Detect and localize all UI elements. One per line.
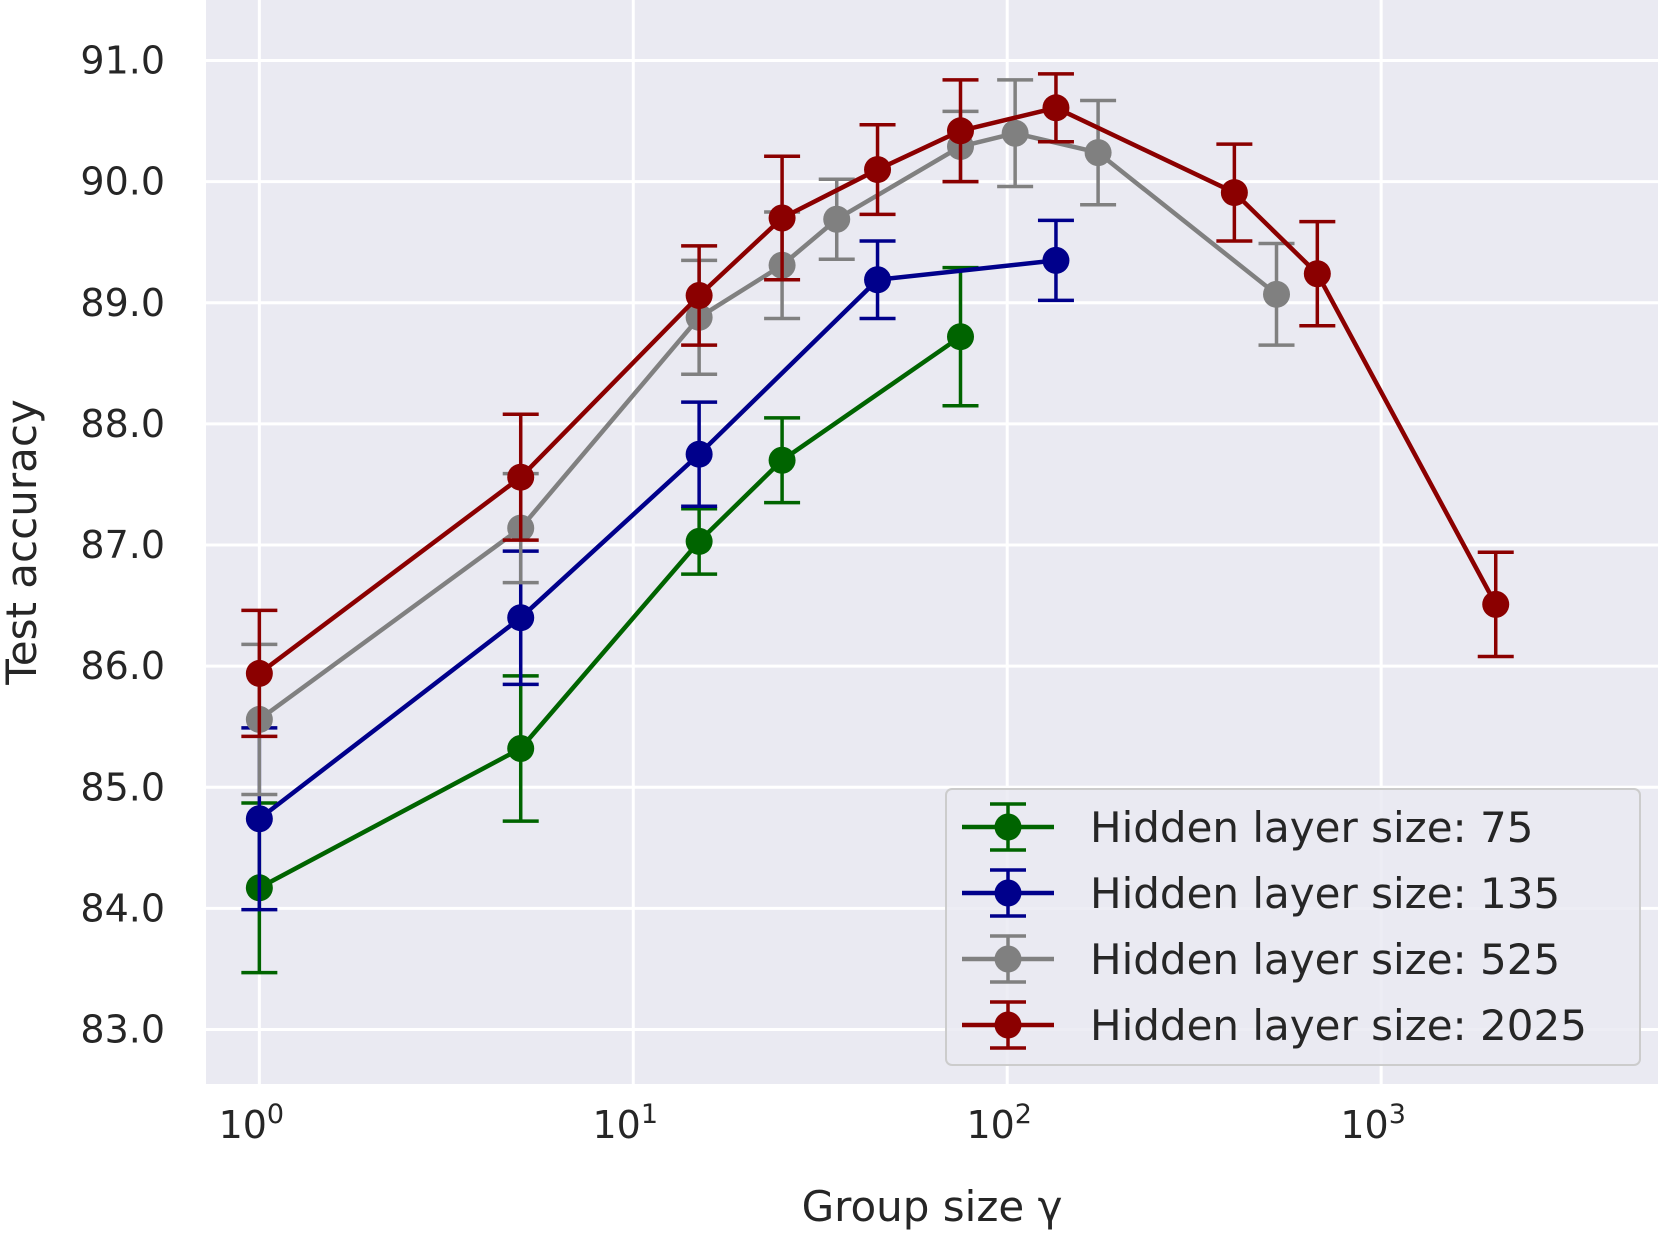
data-point xyxy=(946,323,974,351)
y-tick-label: 86.0 xyxy=(80,644,165,688)
legend-label: Hidden layer size: 2025 xyxy=(1090,1001,1587,1050)
x-tick-label: 101 xyxy=(593,1099,659,1147)
legend-marker xyxy=(994,879,1022,907)
data-point xyxy=(1001,119,1029,147)
legend-label: Hidden layer size: 525 xyxy=(1090,935,1560,984)
legend: Hidden layer size: 75 Hidden layer size: … xyxy=(945,788,1641,1066)
y-tick-label: 91.0 xyxy=(80,39,165,83)
x-tick-labels: 100 101 102 103 xyxy=(219,1099,1406,1147)
y-tick-labels: 83.0 84.0 85.0 86.0 87.0 88.0 89.0 90.0 91.0 xyxy=(80,39,165,1052)
data-point xyxy=(946,117,974,145)
data-point xyxy=(507,604,535,632)
series-2025 xyxy=(241,72,1514,739)
data-point xyxy=(1220,179,1248,207)
y-tick-label: 88.0 xyxy=(80,402,165,446)
data-point xyxy=(1303,260,1331,288)
legend-label: Hidden layer size: 135 xyxy=(1090,869,1560,918)
x-tick-label: 100 xyxy=(219,1099,285,1147)
y-tick-label: 87.0 xyxy=(80,523,165,567)
data-point xyxy=(1263,280,1291,308)
data-point xyxy=(685,282,713,310)
x-axis-label: Group size γ xyxy=(802,1182,1063,1231)
series-layer xyxy=(241,72,1514,975)
data-point xyxy=(823,205,851,233)
data-point xyxy=(1042,94,1070,122)
data-point xyxy=(685,527,713,555)
data-point xyxy=(864,266,892,294)
y-tick-label: 90.0 xyxy=(80,160,165,204)
x-tick-label: 102 xyxy=(966,1099,1032,1147)
y-axis-label: Test accuracy xyxy=(0,399,46,686)
data-point xyxy=(507,735,535,763)
data-point xyxy=(1042,246,1070,274)
data-point xyxy=(685,440,713,468)
legend-marker xyxy=(994,813,1022,841)
legend-marker xyxy=(994,1011,1022,1039)
data-point xyxy=(768,446,796,474)
series-line xyxy=(257,105,1498,676)
y-tick-label: 89.0 xyxy=(80,281,165,325)
legend-frame xyxy=(945,788,1641,1066)
data-point xyxy=(507,463,535,491)
y-tick-label: 85.0 xyxy=(80,765,165,809)
x-tick-label: 103 xyxy=(1340,1099,1406,1147)
data-point xyxy=(1084,139,1112,167)
y-tick-label: 83.0 xyxy=(80,1007,165,1051)
legend-label: Hidden layer size: 75 xyxy=(1090,803,1533,852)
data-point xyxy=(768,204,796,232)
data-point xyxy=(864,156,892,184)
legend-marker xyxy=(994,945,1022,973)
data-point xyxy=(1482,590,1510,618)
series-135 xyxy=(241,218,1074,912)
data-point xyxy=(245,659,273,687)
y-tick-label: 84.0 xyxy=(80,886,165,930)
data-point xyxy=(245,805,273,833)
